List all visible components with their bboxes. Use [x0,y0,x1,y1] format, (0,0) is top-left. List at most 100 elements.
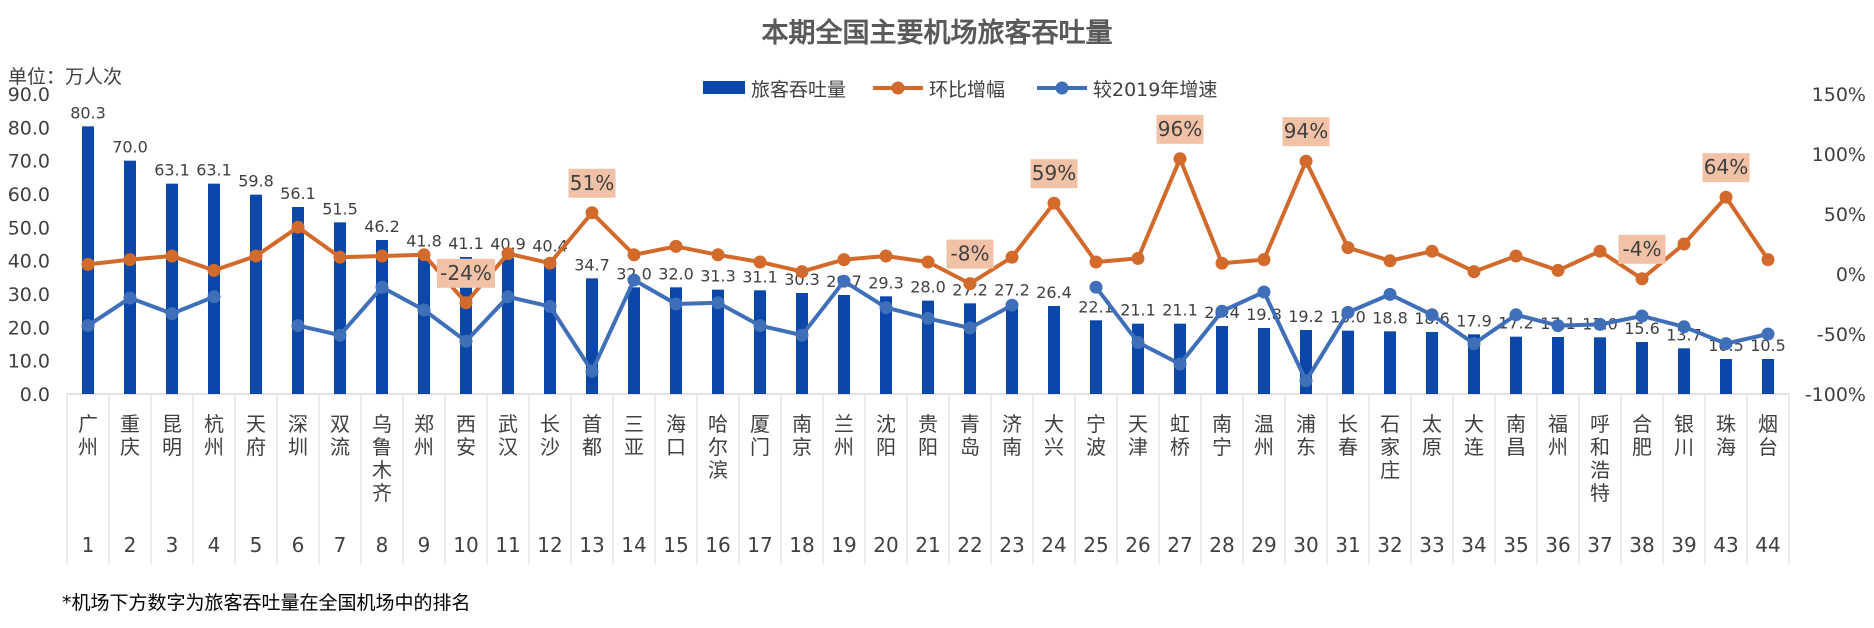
bar-value-label: 34.7 [574,255,610,274]
rank-label: 4 [208,533,221,557]
mom-point [963,277,977,291]
y-right-tick-label: -50% [1817,324,1866,346]
mom-point [753,255,767,269]
category-label: 兰州 [834,412,854,459]
bar [628,287,640,394]
bar-value-label: 10.5 [1750,336,1786,355]
vs2019-point [837,274,851,288]
vs2019-point [1299,374,1313,388]
rank-label: 36 [1545,533,1570,557]
mom-point [1509,249,1523,263]
vs2019-point [207,290,221,304]
y-left-tick-label: 60.0 [8,184,50,206]
mom-point [1257,253,1271,267]
bar [292,207,304,394]
rank-label: 1 [82,533,95,557]
bar [1636,342,1648,394]
vs2019-point [459,334,473,348]
category-label: 哈尔滨 [708,412,728,482]
vs2019-point [1761,327,1775,341]
bar-value-label: 26.4 [1036,283,1072,302]
category-label: 南宁 [1212,412,1232,459]
bar [1510,336,1522,394]
vs2019-point [627,273,641,287]
vs2019-point [753,319,767,333]
callout-box [1282,117,1330,147]
vs2019-point [711,296,725,310]
y-right-tick-label: 150% [1812,84,1866,106]
bar [1048,306,1060,394]
mom-point [1467,265,1481,279]
chart-title: 本期全国主要机场旅客吞吐量 [762,17,1113,49]
legend-swatch-bars [703,81,745,94]
mom-point [1593,244,1607,258]
y-left-tick-label: 50.0 [8,217,50,239]
category-label: 温州 [1254,412,1274,459]
bar [1552,337,1564,394]
vs2019-point [879,301,893,315]
rank-label: 43 [1713,533,1738,557]
mom-point [543,256,557,270]
mom-point [711,248,725,262]
rank-label: 12 [537,533,562,557]
callout-label: -8% [951,242,990,266]
callout-box [1702,153,1750,183]
mom-point [1677,237,1691,251]
vs2019-point [81,319,95,333]
vs2019-point [1089,280,1103,294]
category-label: 长沙 [540,412,560,459]
mom-point [1005,250,1019,264]
mom-point [417,248,431,262]
category-label: 虹桥 [1170,412,1190,459]
vs2019-point [375,280,389,294]
category-label: 大连 [1464,412,1484,459]
bar [1426,332,1438,394]
vs2019-point [543,299,557,313]
rank-label: 26 [1125,533,1150,557]
vs2019-point [1215,304,1229,318]
category-label: 首都 [582,412,602,459]
rank-label: 14 [621,533,646,557]
bar-value-label: 18.8 [1372,308,1408,327]
rank-label: 9 [418,533,431,557]
bar [1216,326,1228,394]
bar-value-label: 31.1 [742,267,778,286]
category-label: 武汉 [498,412,518,459]
mom-point [921,255,935,269]
bar-value-label: 27.2 [994,280,1030,299]
rank-label: 19 [831,533,856,557]
category-label: 浦东 [1296,412,1316,459]
bar-value-label: 21.1 [1162,301,1198,320]
vs2019-point [585,364,599,378]
bar [418,254,430,394]
bar [502,257,514,394]
bar [670,287,682,394]
rank-label: 2 [124,533,137,557]
callout-label: 96% [1158,117,1202,141]
category-label: 宁波 [1086,412,1106,459]
bar-value-label: 32.0 [658,264,694,283]
bar [460,257,472,394]
callout-box [946,239,994,269]
rank-label: 20 [873,533,898,557]
rank-label: 38 [1629,533,1654,557]
y-left-tick-label: 70.0 [8,151,50,173]
category-label: 广州 [78,412,98,459]
category-label: 昆明 [162,412,182,459]
category-label: 三亚 [624,412,644,459]
rank-label: 21 [915,533,940,557]
bar-value-label: 63.1 [154,161,190,180]
vs2019-point [1593,317,1607,331]
bar [1762,359,1774,394]
bar-value-label: 17.9 [1456,311,1492,330]
bar-value-label: 56.1 [280,184,316,203]
vs2019-point [1509,308,1523,322]
bar-value-label: 63.1 [196,161,232,180]
mom-point [165,249,179,263]
category-label: 太原 [1422,412,1442,459]
rank-label: 16 [705,533,730,557]
rank-label: 25 [1083,533,1108,557]
bar [796,293,808,394]
category-label: 贵阳 [918,412,938,459]
category-label: 海口 [666,412,686,459]
